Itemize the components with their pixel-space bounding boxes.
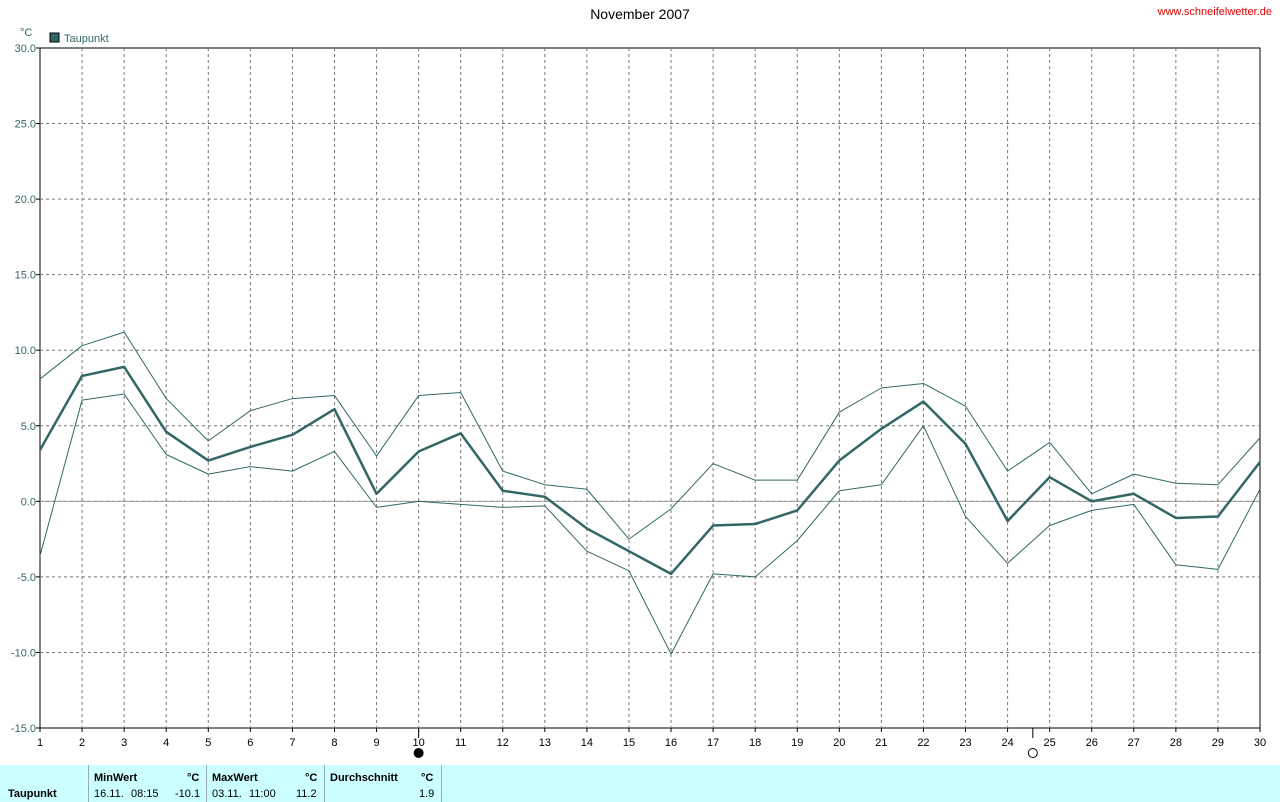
new-moon-icon xyxy=(413,748,424,758)
y-tick-label: -5.0 xyxy=(17,572,36,584)
website-link[interactable]: www.schneifelwetter.de xyxy=(1157,6,1272,18)
stats-max-time: 11:00 xyxy=(249,788,276,800)
stats-max-header: MaxWert xyxy=(212,772,258,784)
series-lines xyxy=(38,331,1261,655)
x-tick-label: 1 xyxy=(37,737,43,749)
x-tick-label: 23 xyxy=(959,737,971,749)
stats-min-time: 08:15 xyxy=(131,788,159,800)
stats-max-unit: °C xyxy=(305,772,318,784)
y-tick-label: -15.0 xyxy=(11,723,36,735)
x-axis: 1 2 3 4 5 6 7 8 9 10 11 12 13 14 15 16 17 18 19 20 21 22 23 24 2… xyxy=(37,728,1266,749)
stats-avg-value: 1.9 xyxy=(419,788,435,800)
x-tick-label: 16 xyxy=(665,737,677,749)
x-tick-label: 15 xyxy=(623,737,635,749)
x-tick-label: 9 xyxy=(373,737,379,749)
x-tick-label: 22 xyxy=(917,737,929,749)
x-tick-label: 29 xyxy=(1212,737,1224,749)
y-tick-label: 30.0 xyxy=(15,43,36,55)
y-tick-label: 10.0 xyxy=(15,345,36,357)
x-tick-label: 11 xyxy=(455,737,466,749)
legend: Taupunkt xyxy=(49,32,109,45)
x-tick-label: 26 xyxy=(1086,737,1098,749)
y-tick-label: -10.0 xyxy=(11,647,36,659)
stats-min-header: MinWert xyxy=(94,772,138,784)
legend-swatch xyxy=(49,32,60,43)
stats-min-cell: MinWert °C 16.11. 08:15 -10.1 xyxy=(88,765,207,802)
stats-min-unit: °C xyxy=(187,772,200,784)
x-tick-label: 12 xyxy=(497,737,509,749)
y-axis-unit: °C xyxy=(20,27,32,39)
x-tick-label: 3 xyxy=(121,737,127,749)
x-tick-label: 4 xyxy=(163,737,169,749)
stats-avg-cell: Durchschnitt °C 1.9 xyxy=(324,765,442,802)
x-tick-label: 27 xyxy=(1128,737,1140,749)
stats-max-cell: MaxWert °C 03.11. 11:00 11.2 xyxy=(206,765,325,802)
x-tick-label: 14 xyxy=(581,737,593,749)
x-tick-label: 13 xyxy=(539,737,551,749)
chart-title: November 2007 xyxy=(590,6,690,22)
x-tick-label: 30 xyxy=(1254,737,1266,749)
y-tick-label: 15.0 xyxy=(15,270,36,282)
stats-min-date: 16.11. xyxy=(94,788,124,800)
x-tick-label: 24 xyxy=(1001,737,1013,749)
legend-label: Taupunkt xyxy=(64,33,109,45)
y-tick-label: 5.0 xyxy=(21,421,36,433)
x-tick-label: 20 xyxy=(833,737,845,749)
x-tick-label: 6 xyxy=(247,737,253,749)
stats-min-value: -10.1 xyxy=(175,788,201,800)
x-tick-label: 25 xyxy=(1044,737,1056,749)
y-tick-label: 20.0 xyxy=(15,194,36,206)
x-tick-label: 19 xyxy=(791,737,803,749)
stats-avg-unit: °C xyxy=(421,772,434,784)
series-line-max xyxy=(39,331,1261,540)
y-tick-label: 0.0 xyxy=(21,496,36,508)
plot-area xyxy=(39,47,1261,729)
series-line-mean xyxy=(38,365,1261,576)
y-tick-label: 25.0 xyxy=(15,119,36,131)
x-tick-label: 7 xyxy=(289,737,295,749)
full-moon-icon xyxy=(1027,748,1038,758)
x-tick-label: 28 xyxy=(1170,737,1182,749)
stats-max-date: 03.11. xyxy=(212,788,242,800)
x-tick-label: 17 xyxy=(707,737,719,749)
chart: 30.0 25.0 20.0 15.0 10.0 5.0 0.0 -5.0 -10.0 -15.0… xyxy=(11,27,1266,758)
x-tick-label: 21 xyxy=(875,737,887,749)
stats-row-label: Taupunkt xyxy=(8,788,57,800)
moon-phases xyxy=(413,728,1038,758)
x-tick-label: 8 xyxy=(331,737,337,749)
x-tick-label: 18 xyxy=(749,737,761,749)
series-line-min xyxy=(39,393,1261,655)
x-tick-label: 5 xyxy=(205,737,211,749)
y-axis: 30.0 25.0 20.0 15.0 10.0 5.0 0.0 -5.0 -10.0 -15.0 xyxy=(11,43,40,735)
stats-avg-header: Durchschnitt xyxy=(330,772,398,784)
x-tick-label: 10 xyxy=(412,737,424,749)
stats-max-value: 11.2 xyxy=(296,788,317,800)
stats-footer: Taupunkt MinWert °C 16.11. 08:15 -10.1 M… xyxy=(0,765,1280,802)
x-tick-label: 2 xyxy=(79,737,85,749)
